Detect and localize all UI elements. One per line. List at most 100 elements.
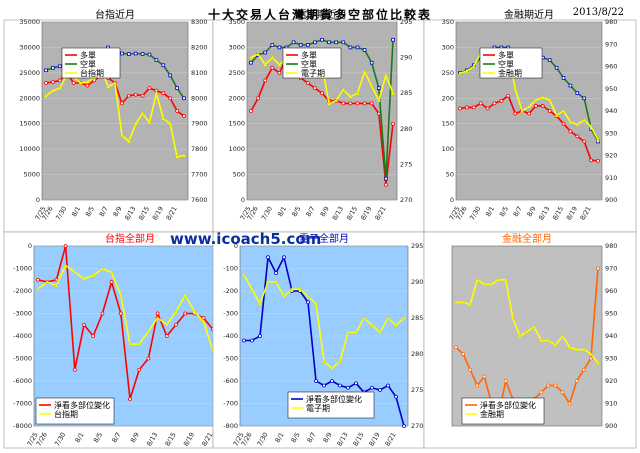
tx-near-series-point — [181, 153, 187, 158]
tx-all-series-point — [128, 397, 132, 401]
te-near-series-point — [305, 81, 310, 85]
tx-near-legend-label: 台指期 — [80, 68, 104, 78]
te-near-series-point — [277, 45, 282, 50]
te-all-series-point — [386, 383, 390, 388]
tf-near-ytick-label: 300 — [442, 43, 454, 51]
tf-near-series-point — [547, 97, 552, 102]
te-near-series-point — [249, 109, 253, 113]
te-near-series-point — [390, 91, 396, 95]
te-all-series-point — [402, 424, 406, 428]
tx-near-series-point — [175, 154, 180, 159]
tf-near-series-point — [568, 120, 573, 124]
tf-all-series-point — [503, 277, 508, 282]
tx-near-y2tick-label: 8100 — [191, 69, 208, 77]
te-near-title: 電子期近月 — [297, 8, 347, 21]
tf-all-series-point — [539, 338, 544, 343]
tx-near-series-point — [120, 51, 124, 56]
tx-all-ytick-label: -7000 — [13, 400, 32, 408]
te-near-series-point — [384, 176, 388, 181]
tf-near-series-point — [589, 158, 593, 163]
tx-all-series-point — [118, 292, 123, 297]
tx-all-series-point — [127, 342, 133, 346]
te-near-series-point — [298, 43, 303, 47]
tf-all-series-point — [581, 367, 586, 372]
tx-near-ytick-label: 10000 — [19, 145, 40, 153]
te-near-series-point — [334, 40, 338, 45]
tx-all-series-point — [183, 292, 188, 297]
te-all-series-point — [385, 315, 391, 320]
tf-near-series-point — [595, 137, 601, 142]
tx-near-series-point — [140, 52, 145, 56]
te-all-series-point — [281, 294, 287, 299]
te-near-series-point — [341, 40, 346, 45]
tf-near-series-point — [526, 104, 532, 109]
tx-all-series-point — [45, 279, 50, 284]
tx-near-series-point — [168, 96, 173, 101]
te-near-series-point — [383, 182, 388, 187]
tx-all-series-point — [72, 270, 77, 274]
tf-near-y2tick-label: 950 — [605, 85, 617, 93]
tf-all-series-point — [546, 338, 551, 343]
te-near-series-point — [369, 83, 374, 88]
tf-all-y2tick-label: 910 — [605, 400, 617, 408]
te-near-series-point — [270, 43, 275, 47]
tf-near-series-point — [582, 139, 587, 144]
tx-all-series-point — [63, 263, 68, 268]
tf-all-series-point — [567, 401, 572, 406]
tx-near-series-point — [126, 139, 131, 144]
tf-near-series-point — [527, 111, 531, 116]
te-near-series-point — [362, 69, 367, 74]
tf-near-series-point — [458, 106, 462, 111]
tf-all-series-point — [468, 302, 473, 307]
te-near-series-point — [256, 96, 261, 101]
tf-near-ytick-label: 250 — [442, 69, 454, 77]
tf-all-series-point — [546, 383, 551, 388]
te-near-series-point — [376, 98, 381, 102]
tf-near-y2tick-label: 920 — [605, 152, 617, 160]
te-all-series-point — [330, 379, 334, 383]
te-near-series-point — [376, 86, 381, 90]
te-all-series-point — [274, 271, 278, 275]
tf-all-series-point — [468, 367, 473, 372]
tf-all-series-point — [574, 379, 579, 383]
te-all-ytick-label: -800 — [223, 422, 238, 430]
tx-all-ytick-label: -8000 — [13, 422, 32, 430]
tf-near-series-point — [520, 108, 525, 113]
tf-near-series-point — [589, 124, 594, 129]
te-all-ytick-label: -700 — [223, 400, 238, 408]
tx-all-ytick-label: -2000 — [13, 287, 32, 295]
tx-all-series-point — [54, 283, 59, 287]
te-all-series-point — [289, 287, 295, 291]
page-title: 十大交易人台灣期貨多空部位比較表 — [207, 8, 432, 22]
tf-near-series-point — [457, 71, 463, 75]
tx-near-series-point — [50, 88, 55, 93]
tx-near-series-point — [51, 65, 55, 70]
tx-near-series-point — [119, 133, 124, 137]
te-near-series-point — [270, 55, 275, 60]
te-all-ytick-label: -600 — [223, 377, 238, 385]
tx-near-series-point — [133, 92, 138, 97]
tf-all-series-point — [510, 315, 515, 320]
tf-near-series-point — [582, 96, 586, 101]
tf-near-series-point — [561, 108, 566, 113]
te-near-series-point — [369, 60, 374, 65]
tf-all-series-point — [517, 333, 522, 338]
tf-near-y2tick-label: 910 — [605, 174, 617, 182]
tx-near-series-point — [133, 51, 138, 56]
tx-near-ytick-label: 35000 — [19, 18, 40, 26]
te-all-series-point — [250, 338, 254, 343]
tf-near-y2tick-label: 970 — [605, 40, 617, 48]
te-near-legend-label: 空單 — [301, 59, 317, 69]
te-near-series-point — [376, 111, 381, 116]
te-all-ytick-label: -200 — [223, 287, 238, 295]
tx-near-y2tick-label: 7600 — [191, 196, 208, 204]
tx-all-series-point — [72, 367, 77, 372]
tf-near-series-point — [464, 105, 469, 110]
te-near-series-point — [341, 87, 346, 92]
tf-all-legend-label: 淨看多部位變化 — [480, 400, 536, 410]
tf-all-y2tick-label: 960 — [605, 287, 617, 295]
tf-all-series-point — [503, 379, 508, 383]
te-near-series-point — [355, 101, 360, 106]
tf-near-series-point — [533, 97, 538, 102]
watermark-text: www.icoach5.com — [170, 230, 322, 248]
